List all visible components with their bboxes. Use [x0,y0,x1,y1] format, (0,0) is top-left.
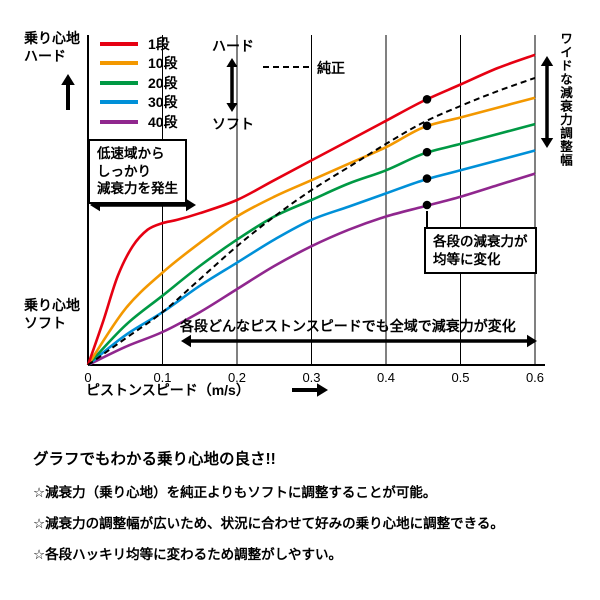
legend-hard-label: ハード [212,38,254,54]
series-line-4 [87,172,536,367]
series-10-swatch [100,61,138,66]
svg-text:0.1: 0.1 [153,370,171,385]
series-line-2 [87,122,536,366]
x-tick-labels: 0 0.1 0.2 0.3 0.4 0.5 0.6 [84,370,544,385]
svg-text:0.3: 0.3 [302,370,320,385]
full-range-arrow [181,334,537,348]
chart-legend: 1段 10段 20段 30段 40段 [100,34,178,132]
svg-text:0.2: 0.2 [228,370,246,385]
legend-label: 30段 [148,94,178,111]
legend-row: 10段 [100,54,178,74]
legend-row: 30段 [100,93,178,113]
summary-section: グラフでもわかる乗り心地の良さ!! ☆減衰力（乗り心地）を純正よりもソフトに調整… [33,447,583,578]
legend-row: 1段 [100,34,178,54]
legend-row: 40段 [100,112,178,132]
series-40-swatch [100,119,138,124]
y-axis-harder-arrow [61,74,75,110]
chart-canvas: 0 0.1 0.2 0.3 0.4 0.5 0.6 [61,35,554,397]
stock-dashed-line-swatch [263,66,309,68]
series-line-0 [86,53,536,366]
legend-row: 20段 [100,73,178,93]
legend-label: 10段 [148,55,178,72]
legend-label: 40段 [148,113,178,130]
series-line-1 [86,96,536,366]
summary-point: ☆各段ハッキリ均等に変わるため調整がしやすい。 [33,547,342,563]
svg-text:0: 0 [84,370,91,385]
equal-steps-annotation-box: 各段の減衰力が 均等に変化 [424,227,537,275]
legend-label: 20段 [148,74,178,91]
wide-range-label: ワイドな減衰力調整幅 [558,32,572,167]
y-axis-label-hard: 乗り心地 ハード [24,30,80,64]
x-axis-direction-arrow [292,383,328,397]
equal-step-dots [422,95,432,210]
legend-hard-soft-arrow [226,58,238,112]
series-30-swatch [100,100,138,105]
legend-label: 1段 [148,35,170,52]
low-speed-annotation-box: 低速域から しっかり 減衰力を発生 [88,139,187,204]
series-line-5 [87,76,536,366]
series-curves [86,53,536,367]
full-range-annotation: 各段どんなピストンスピードでも全域で減衰力が変化 [180,318,516,334]
damping-force-chart: 0 0.1 0.2 0.3 0.4 0.5 0.6 乗り心地 ハード 乗り心地 ソフト 1段… [24,30,572,398]
summary-point: ☆減衰力の調整幅が広いため、状況に合わせて好みの乗り心地に調整できる。 [33,516,504,532]
summary-point: ☆減衰力（乗り心地）を純正よりもソフトに調整することが可能。 [33,485,437,500]
series-20-swatch [100,80,138,85]
summary-heading: グラフでもわかる乗り心地の良さ!! [33,451,276,468]
stock-label: 純正 [317,60,345,76]
svg-text:0.4: 0.4 [377,370,395,385]
wide-range-arrow [540,56,554,148]
legend-soft-label: ソフト [212,116,254,132]
series-1-swatch [100,41,138,46]
svg-text:0.5: 0.5 [451,370,469,385]
y-axis-label-soft: 乗り心地 ソフト [24,297,80,331]
x-axis-label: ピストンスピード（m/s） [86,382,250,398]
svg-text:0.6: 0.6 [526,370,544,385]
